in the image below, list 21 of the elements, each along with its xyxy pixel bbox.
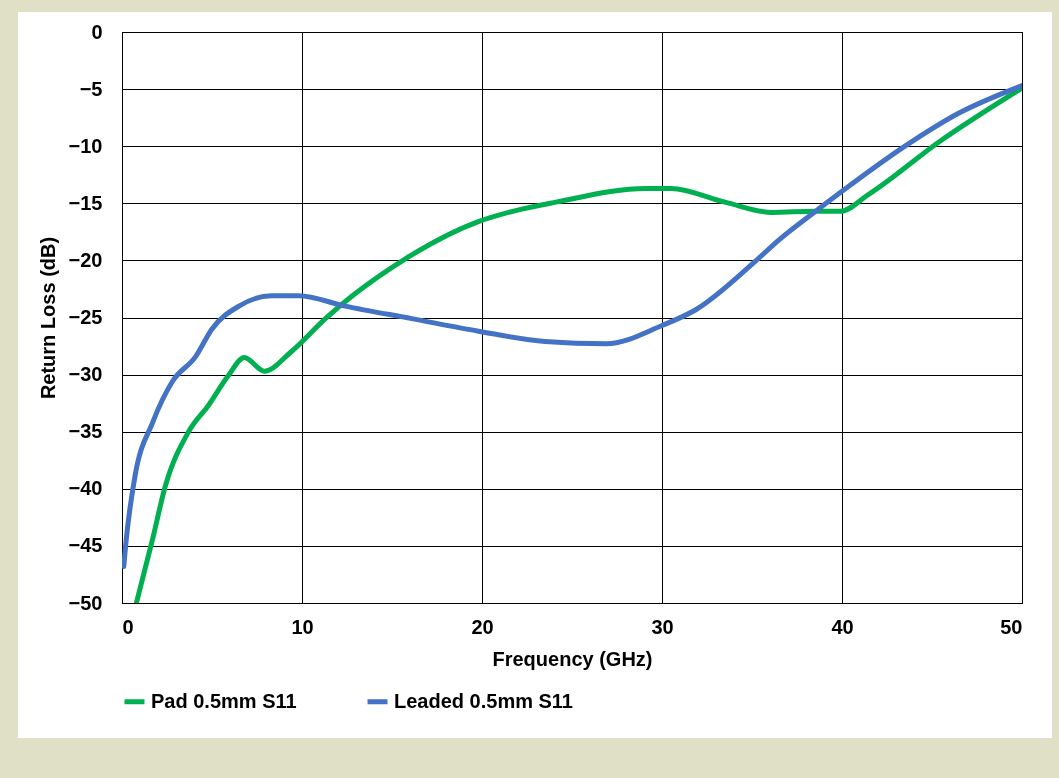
x-tick-label: 40 bbox=[831, 615, 854, 638]
x-tick-label: 50 bbox=[1000, 615, 1023, 638]
y-tick-label: −20 bbox=[68, 248, 103, 271]
y-tick-label: −10 bbox=[68, 134, 103, 157]
x-tick-label: 20 bbox=[471, 615, 494, 638]
y-tick-label: −25 bbox=[68, 306, 103, 328]
y-tick-label: −40 bbox=[68, 477, 103, 500]
y-tick-label: −15 bbox=[68, 191, 103, 214]
y-tick-label: −5 bbox=[79, 77, 103, 100]
y-tick-label: −45 bbox=[68, 534, 103, 557]
legend-label: Leaded 0.5mm S11 bbox=[394, 689, 573, 712]
y-axis-title: Return Loss (dB) bbox=[36, 236, 59, 400]
y-tick-label: −35 bbox=[68, 420, 103, 443]
y-tick-label: −50 bbox=[68, 591, 103, 614]
legend-label: Pad 0.5mm S11 bbox=[151, 689, 297, 712]
x-tick-label: 0 bbox=[122, 615, 134, 638]
y-tick-label: 0 bbox=[91, 20, 103, 43]
y-tick-label: −30 bbox=[68, 363, 103, 386]
x-tick-label: 10 bbox=[291, 615, 314, 638]
x-tick-label: 30 bbox=[651, 615, 674, 638]
x-axis-title: Frequency (GHz) bbox=[492, 647, 653, 670]
